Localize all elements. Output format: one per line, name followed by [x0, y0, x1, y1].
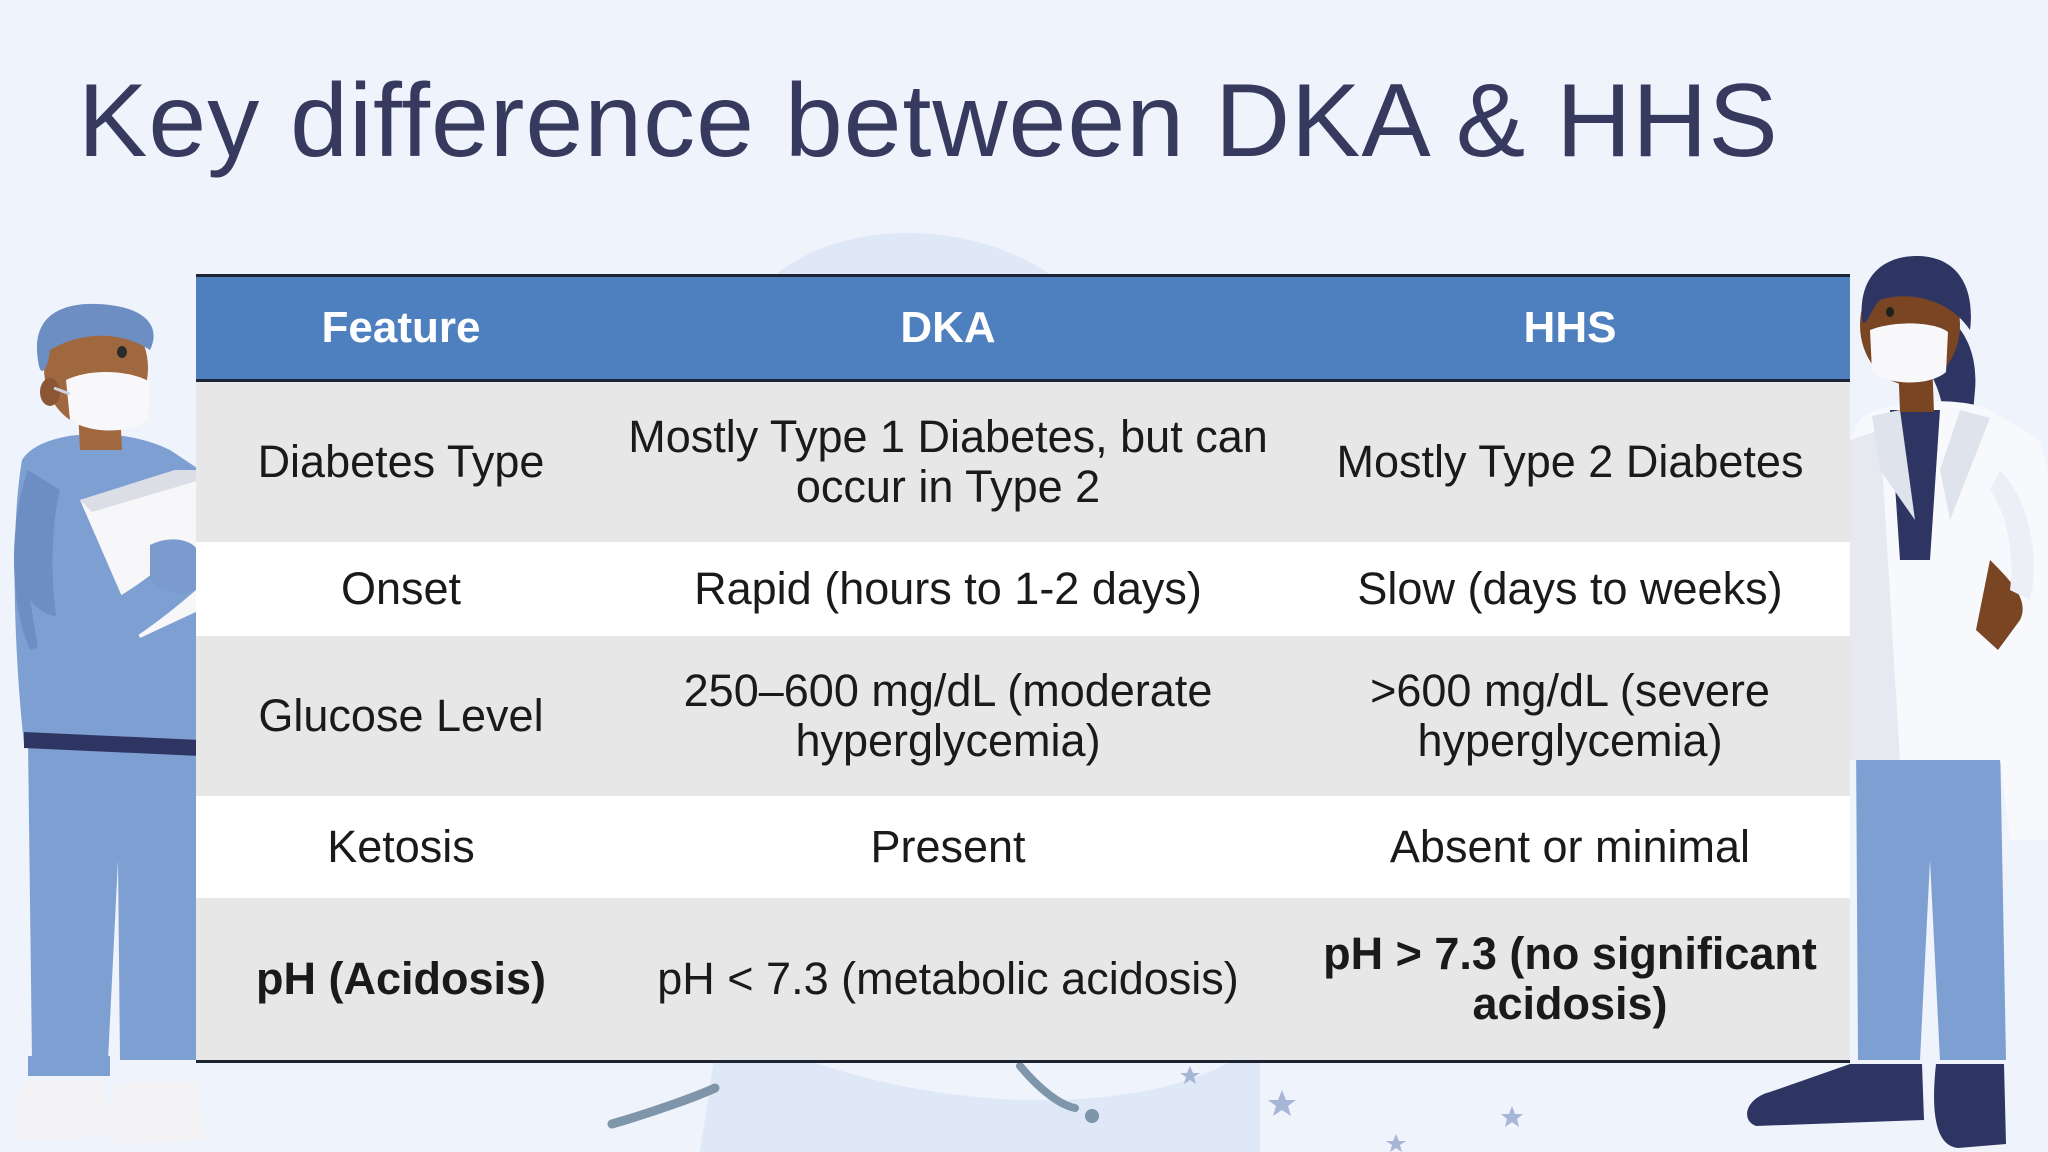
dka-cell: 250–600 mg/dL (moderate hyperglycemia)	[606, 636, 1290, 796]
table-row: pH (Acidosis) pH < 7.3 (metabolic acidos…	[196, 898, 1850, 1062]
header-feature: Feature	[321, 303, 481, 352]
star-icon	[1180, 1066, 1523, 1152]
feature-cell: pH (Acidosis)	[196, 898, 606, 1062]
stethoscope-tip	[1085, 1109, 1099, 1123]
header-hhs: HHS	[1523, 303, 1617, 352]
hhs-cell: Mostly Type 2 Diabetes	[1290, 380, 1850, 542]
feature-cell: Glucose Level	[196, 636, 606, 796]
dka-cell: Rapid (hours to 1-2 days)	[606, 542, 1290, 636]
table-row: Onset Rapid (hours to 1-2 days) Slow (da…	[196, 542, 1850, 636]
stethoscope-tube	[607, 1083, 720, 1129]
hhs-cell: pH > 7.3 (no significant acidosis)	[1290, 898, 1850, 1062]
hhs-cell: Slow (days to weeks)	[1290, 542, 1850, 636]
comparison-table: Feature DKA HHS Diabetes Type Mostly Typ…	[196, 274, 1850, 1063]
feature-cell: Diabetes Type	[196, 380, 606, 542]
dka-cell: Mostly Type 1 Diabetes, but can occur in…	[606, 380, 1290, 542]
background-blob	[760, 232, 1080, 360]
stethoscope-tube	[1016, 1062, 1079, 1112]
doctor-illustration	[1747, 255, 2048, 1148]
nurse-illustration	[14, 303, 206, 1144]
dka-cell: Present	[606, 796, 1290, 898]
comparison-table-container: Feature DKA HHS Diabetes Type Mostly Typ…	[196, 274, 1850, 1064]
table-row: Ketosis Present Absent or minimal	[196, 796, 1850, 898]
table-header-row: Feature DKA HHS	[196, 275, 1850, 381]
header-dka: DKA	[900, 303, 996, 352]
background-blob	[700, 1020, 1260, 1152]
table-row: Glucose Level 250–600 mg/dL (moderate hy…	[196, 636, 1850, 796]
feature-cell: Onset	[196, 542, 606, 636]
table-row: Diabetes Type Mostly Type 1 Diabetes, bu…	[196, 380, 1850, 542]
dka-cell: pH < 7.3 (metabolic acidosis)	[606, 898, 1290, 1062]
feature-cell: Ketosis	[196, 796, 606, 898]
hhs-cell: >600 mg/dL (severe hyperglycemia)	[1290, 636, 1850, 796]
hhs-cell: Absent or minimal	[1290, 796, 1850, 898]
slide-title: Key difference between DKA & HHS	[78, 63, 1779, 179]
